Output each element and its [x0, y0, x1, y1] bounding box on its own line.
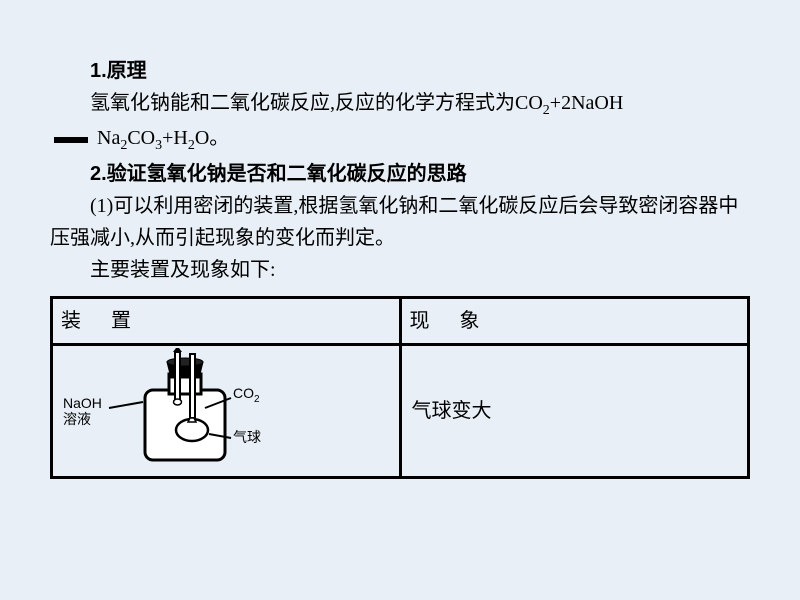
table-row: NaOH 溶液 CO2 气球 气球变大 — [52, 344, 749, 477]
label-co2: CO2 — [233, 385, 260, 405]
label-naoh: NaOH — [63, 395, 102, 411]
header-apparatus: 装 置 — [52, 297, 401, 344]
header-phenomenon: 现 象 — [400, 297, 749, 344]
section-1-heading: 1.原理 — [50, 55, 750, 87]
label-solution: 溶液 — [63, 411, 91, 427]
document-body: 1.原理 氢氧化钠能和二氧化碳反应,反应的化学方程式为CO2+2NaOH Na2… — [50, 55, 750, 479]
flask-diagram-icon: NaOH 溶液 CO2 气球 — [57, 348, 307, 474]
apparatus-table: 装 置 现 象 — [50, 296, 750, 479]
reaction-arrow-icon — [54, 137, 88, 143]
principle-text: 氢氧化钠能和二氧化碳反应,反应的化学方程式为CO2+2NaOH — [50, 87, 750, 122]
equation-line-2: Na2CO3+H2O。 — [50, 122, 750, 157]
label-balloon: 气球 — [233, 429, 261, 445]
table-header-row: 装 置 现 象 — [52, 297, 749, 344]
method-paragraph: (1)可以利用密闭的装置,根据氢氧化钠和二氧化碳反应后会导致密闭容器中压强减小,… — [50, 190, 750, 254]
apparatus-diagram-cell: NaOH 溶液 CO2 气球 — [52, 344, 401, 477]
apparatus-intro: 主要装置及现象如下: — [50, 254, 750, 286]
phenomenon-cell: 气球变大 — [400, 344, 749, 477]
section-2-heading: 2.验证氢氧化钠是否和二氧化碳反应的思路 — [50, 158, 750, 190]
